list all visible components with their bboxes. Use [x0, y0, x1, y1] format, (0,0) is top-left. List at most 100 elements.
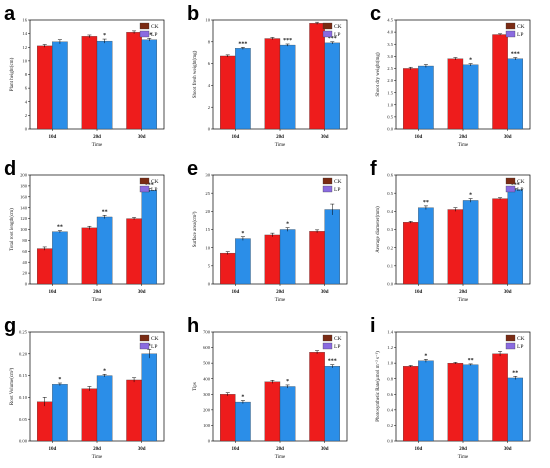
y-tick-label: 3.0 — [387, 54, 393, 59]
bar-ck-30d — [126, 379, 142, 442]
x-tick-label: 30d — [138, 447, 146, 452]
bar-lp-30d — [141, 39, 158, 130]
bar-lp-10d — [235, 238, 251, 285]
y-tick-label: 0.0 — [387, 127, 393, 132]
bar-lp-30d — [507, 377, 524, 442]
y-axis-label: Plant height(cm) — [10, 57, 15, 91]
legend-label-ck: CK — [334, 336, 342, 342]
x-tick-label: 10d — [414, 447, 422, 452]
legend-swatch-lp — [322, 30, 333, 38]
x-tick-label: 10d — [48, 447, 56, 452]
x-tick-label: 20d — [93, 135, 101, 140]
y-tick-label: 20 — [22, 271, 27, 276]
y-tick-label: 60 — [22, 249, 27, 254]
x-tick-label: 10d — [231, 135, 239, 140]
y-tick-label: 1.5 — [387, 90, 393, 95]
x-tick-label: 20d — [93, 290, 101, 295]
y-tick-label: 6 — [208, 61, 211, 66]
x-tick-label: 30d — [321, 447, 329, 452]
y-tick-label: 2.5 — [387, 66, 393, 71]
x-tick-label: 20d — [276, 447, 284, 452]
y-tick-label: 1.0 — [387, 361, 393, 366]
bar-lp-10d — [52, 41, 68, 130]
bar-ck-10d — [36, 248, 53, 285]
bar-lp-30d — [324, 209, 341, 285]
y-axis-label: Total root length(cm) — [10, 208, 15, 251]
y-axis-label: Shoot dry weight(mg) — [376, 52, 381, 96]
chart-panel-g: g 0.00 0.05 0.10 0.15 0.20 0.25 Root Volume(cm³… — [4, 315, 165, 460]
bar-ck-30d — [492, 198, 508, 285]
legend-swatch-lp — [505, 30, 516, 38]
y-tick-label: 16 — [22, 18, 27, 23]
y-axis-label: Photosynthetic Rate(μmol m⁻² s⁻¹) — [375, 351, 381, 422]
x-tick-label: 20d — [459, 290, 467, 295]
y-tick-label: 0.2 — [387, 245, 393, 250]
bar-ck-20d — [264, 381, 281, 442]
x-axis-label: Time — [458, 455, 469, 460]
significance-marker: ** — [57, 225, 63, 231]
legend-label-lp: LP — [517, 187, 523, 193]
y-tick-label: 8 — [208, 39, 211, 44]
significance-marker: *** — [328, 359, 337, 365]
y-tick-label: 600 — [203, 345, 211, 350]
legend-swatch-ck — [322, 22, 333, 30]
y-tick-label: 10 — [22, 58, 27, 63]
bar-ck-20d — [264, 234, 281, 285]
x-tick-label: 20d — [93, 447, 101, 452]
chart-panel-d: d 0 20 40 60 80 100 120 140 160 180 200 Total root l… — [4, 158, 165, 303]
bar-lp-10d — [52, 384, 68, 442]
x-tick-label: 30d — [321, 290, 329, 295]
y-tick-label: 0 — [25, 127, 28, 132]
chart-panel-c: c 0.0 0.5 1.0 1.5 2.0 2.5 3.0 3.5 4.0 4.5 Shoot dry… — [370, 3, 531, 148]
y-tick-label: 1.4 — [387, 330, 393, 335]
panel-letter: b — [187, 3, 199, 25]
significance-marker: * — [469, 58, 472, 64]
significance-marker: * — [241, 231, 244, 237]
chart-panel-h: h 0 100 200 300 400 500 600 700 Tips * 10d * 20d *** 30… — [187, 315, 348, 460]
x-tick-label: 30d — [504, 290, 512, 295]
x-tick-label: 10d — [231, 447, 239, 452]
y-tick-label: 4.5 — [387, 18, 393, 23]
y-tick-label: 40 — [22, 260, 27, 265]
x-axis-label: Time — [458, 298, 469, 303]
legend-label-ck: CK — [151, 24, 159, 30]
legend-swatch-lp — [322, 342, 333, 350]
bar-lp-30d — [324, 366, 341, 442]
significance-marker: *** — [511, 183, 520, 189]
bar-ck-20d — [81, 36, 98, 130]
y-axis-label: Surface area(cm²) — [192, 211, 198, 247]
y-tick-label: 0.1 — [387, 263, 393, 268]
y-tick-label: 0.2 — [387, 423, 393, 428]
y-tick-label: 0.05 — [19, 417, 28, 422]
significance-marker: * — [286, 222, 289, 228]
bar-lp-20d — [96, 40, 113, 130]
bar-ck-20d — [447, 209, 464, 285]
bar-ck-10d — [402, 366, 419, 442]
bar-lp-10d — [418, 207, 434, 285]
panel-letter: e — [187, 158, 198, 180]
significance-marker: ** — [468, 358, 474, 364]
x-tick-label: 30d — [321, 135, 329, 140]
legend-label-ck: CK — [151, 179, 159, 185]
x-axis-label: Time — [275, 455, 286, 460]
y-tick-label: 2 — [208, 105, 211, 110]
bar-lp-20d — [462, 364, 479, 442]
bar-lp-20d — [462, 200, 479, 285]
x-tick-label: 10d — [231, 290, 239, 295]
y-tick-label: 0.4 — [387, 209, 393, 214]
x-tick-label: 30d — [138, 290, 146, 295]
y-tick-label: 0.6 — [387, 392, 393, 397]
bar-ck-20d — [264, 38, 281, 130]
y-tick-label: 2 — [25, 113, 28, 118]
bar-lp-20d — [96, 216, 113, 285]
x-tick-label: 30d — [138, 135, 146, 140]
bar-ck-30d — [309, 352, 325, 442]
bar-lp-30d — [141, 190, 158, 285]
legend-label-lp: LP — [151, 32, 157, 38]
y-tick-label: 0 — [25, 282, 28, 287]
bar-lp-30d — [324, 42, 341, 130]
y-tick-label: 300 — [203, 392, 211, 397]
legend-swatch-ck — [505, 334, 516, 342]
bar-lp-20d — [279, 44, 296, 130]
y-tick-label: 120 — [20, 216, 28, 221]
